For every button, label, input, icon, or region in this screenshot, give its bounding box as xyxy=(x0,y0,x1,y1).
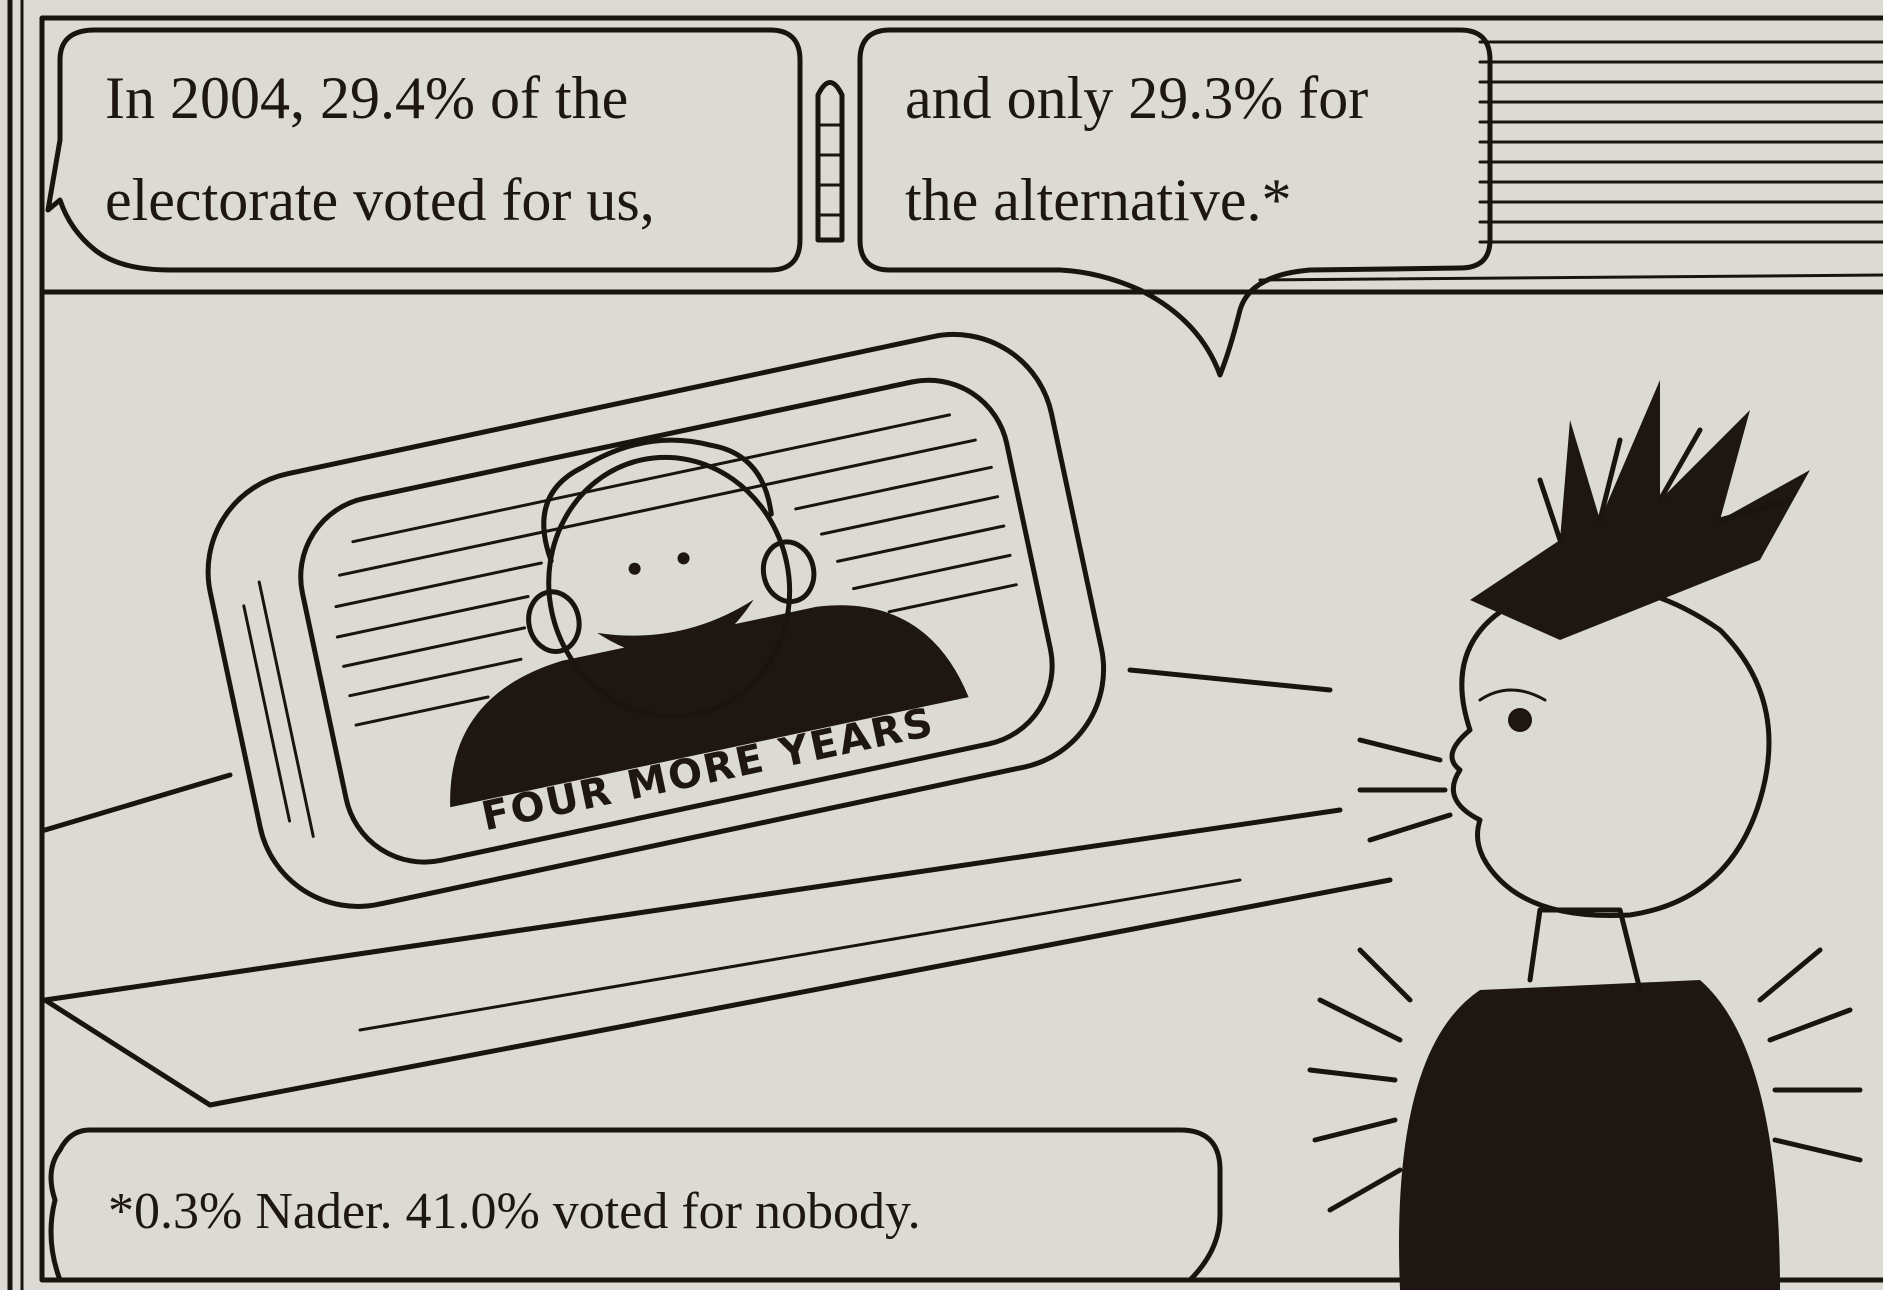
speech-text: and only 29.3% for xyxy=(905,65,1368,131)
speech-text: electorate voted for us, xyxy=(105,167,655,233)
speech-text: the alternative.* xyxy=(905,167,1291,233)
comic-panel: FOUR MORE YEARS In 2004, 29.4% of the el… xyxy=(0,0,1883,1290)
character xyxy=(1399,980,1780,1290)
footnote-text: *0.3% Nader. 41.0% voted for nobody. xyxy=(108,1183,921,1240)
character xyxy=(1508,708,1532,732)
page: FOUR MORE YEARS In 2004, 29.4% of the el… xyxy=(0,0,1883,1290)
speech-text: In 2004, 29.4% of the xyxy=(105,65,628,131)
